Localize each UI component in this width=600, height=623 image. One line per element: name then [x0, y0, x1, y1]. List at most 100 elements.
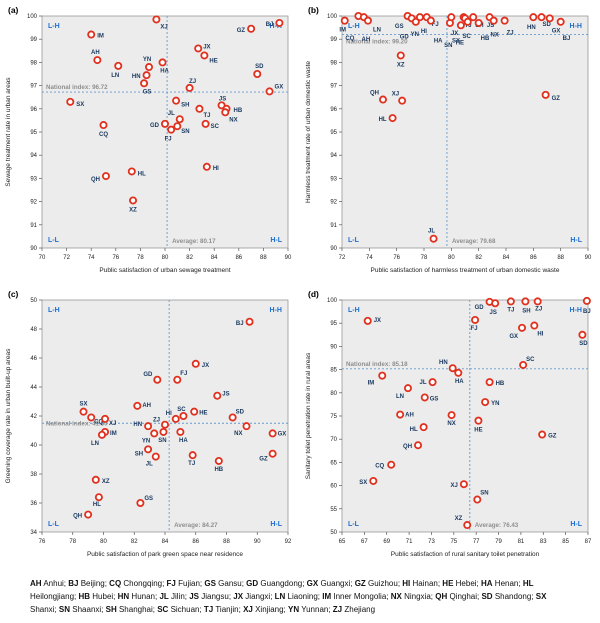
- y-tick-label: 90: [330, 344, 337, 350]
- x-tick-label: 67: [361, 539, 368, 545]
- point-label-gs-d: GS: [430, 396, 439, 402]
- point-label-xj-c: XJ: [109, 421, 116, 427]
- point-qh-a: [101, 172, 110, 181]
- point-he-c: [190, 407, 199, 416]
- point-label-hl-a: HL: [138, 171, 146, 177]
- point-zj-c: [160, 420, 169, 429]
- point-bj-c: [245, 317, 254, 326]
- x-tick-label: 84: [503, 255, 510, 261]
- point-label-hl-d: HL: [410, 427, 418, 433]
- point-ln-c: [97, 430, 106, 439]
- point-fj-a: [167, 125, 176, 134]
- plot-area-c: [41, 299, 289, 533]
- point-bj-a: [275, 18, 284, 27]
- average-label: Average: 79.68: [452, 238, 496, 245]
- point-he-b: [456, 21, 465, 30]
- point-label-gs-a: GS: [143, 89, 152, 95]
- x-axis-title: Public satisfaction of urban sewage trea…: [99, 267, 230, 274]
- point-label-sd-c: SD: [236, 409, 245, 415]
- point-label-im-b: IM: [339, 28, 346, 34]
- y-tick-label: 65: [330, 460, 337, 466]
- legend-code: TJ: [203, 604, 214, 614]
- point-label-sx-b: SX: [452, 38, 460, 44]
- x-tick-label: 76: [393, 255, 400, 261]
- point-label-he-d: HE: [474, 428, 482, 434]
- point-label-bj-d: BJ: [583, 309, 591, 315]
- point-hl-c: [94, 493, 103, 502]
- x-tick-label: 81: [518, 539, 525, 545]
- legend-code: SH: [105, 604, 117, 614]
- point-tj-d: [506, 297, 515, 306]
- point-label-sn-c: SN: [158, 438, 166, 444]
- legend-code: JS: [189, 591, 200, 601]
- point-sh-d: [521, 297, 530, 306]
- point-label-jl-d: JL: [420, 380, 427, 386]
- point-ha-b: [426, 16, 435, 25]
- x-tick-label: 74: [88, 255, 95, 261]
- point-sd-b: [537, 13, 546, 22]
- point-label-xj-a: XJ: [160, 24, 167, 30]
- chart-a-svg: 70 72 74 76 78 80 82 84 86 88 90 90 91 92 93 94 95 96 97 98…: [5, 14, 292, 274]
- point-label-jx-a: JX: [203, 44, 210, 50]
- point-label-hn-a: HN: [132, 74, 141, 80]
- chart-d-svg: 65 67 69 71 73 75 77 79 81 83 85 87 50 55 60 65 70 75 80 85…: [305, 296, 592, 558]
- panel-a: (a) 70 72 74 76 78 80 82 84 86 88 90 90 91 92 93 94 95 96…: [0, 2, 300, 286]
- panel-c-chart: 76 78 80 82 84 86 88 90 92 34 36 38 40 42 44 46 48 50 Publ…: [0, 286, 300, 570]
- x-tick-label: 82: [131, 539, 138, 545]
- point-ln-b: [363, 16, 372, 25]
- point-label-gd-d: GD: [475, 305, 485, 311]
- point-xj-a: [152, 15, 161, 24]
- point-sd-c: [228, 413, 237, 422]
- point-yn-a: [145, 63, 154, 72]
- point-label-cq-c: CQ: [94, 419, 103, 425]
- y-tick-label: 95: [30, 130, 37, 136]
- panel-d-chart: 65 67 69 71 73 75 77 79 81 83 85 87 50 55 60 65 70 75 80 85…: [300, 286, 600, 570]
- point-label-ah-a: AH: [91, 50, 100, 56]
- legend-code: HE: [442, 579, 454, 588]
- y-tick-label: 95: [330, 130, 337, 136]
- point-label-ah-c: AH: [142, 403, 151, 409]
- point-label-ha-c: HA: [179, 438, 188, 444]
- legend-code: ZJ: [332, 604, 343, 614]
- x-tick-label: 90: [285, 255, 292, 261]
- point-label-gz-c: GZ: [259, 457, 268, 463]
- x-tick-label: 82: [475, 255, 482, 261]
- point-label-im-a: IM: [97, 34, 104, 40]
- y-tick-label: 99: [30, 37, 37, 43]
- point-label-sx-a: SX: [76, 102, 84, 108]
- point-label-cq-b: CQ: [345, 36, 354, 42]
- point-jl-a: [175, 115, 184, 124]
- point-ah-a: [93, 56, 102, 65]
- point-nx-c: [242, 422, 251, 431]
- y-tick-label: 46: [30, 356, 37, 362]
- y-tick-label: 92: [30, 200, 37, 206]
- point-hi-d: [530, 321, 539, 330]
- point-label-hi-b: HI: [421, 29, 427, 35]
- legend-code: IM: [322, 591, 332, 601]
- point-cq-a: [99, 121, 108, 130]
- point-he-d: [474, 416, 483, 425]
- y-tick-label: 94: [30, 153, 37, 159]
- point-sx-a: [66, 97, 75, 106]
- point-hb-d: [485, 378, 494, 387]
- point-sh-c: [144, 445, 153, 454]
- panel-b-title: (b): [308, 5, 319, 15]
- point-tj-a: [195, 104, 204, 113]
- point-label-fj-c: FJ: [180, 371, 187, 377]
- point-label-jl-a: JL: [168, 111, 175, 117]
- point-im-b: [340, 16, 349, 25]
- point-label-nx-a: NX: [229, 117, 237, 123]
- point-label-sx-d: SX: [359, 480, 367, 486]
- y-tick-label: 91: [330, 223, 337, 229]
- point-hi-a: [202, 162, 211, 171]
- point-label-hn-b: HN: [527, 25, 536, 31]
- y-tick-label: 50: [330, 530, 337, 536]
- x-tick-label: 86: [235, 255, 242, 261]
- y-tick-label: 98: [30, 60, 37, 66]
- legend-code: CQ: [109, 579, 122, 588]
- point-label-ha-b: HA: [434, 39, 443, 45]
- panel-b-chart: 72 74 76 78 80 82 84 86 88 90 90 91 92 93 94 95 96 97 98 99…: [300, 2, 600, 286]
- plot-area-a: [41, 15, 289, 249]
- quadrant-label-hh: H-H: [270, 307, 282, 314]
- point-yn-d: [481, 398, 490, 407]
